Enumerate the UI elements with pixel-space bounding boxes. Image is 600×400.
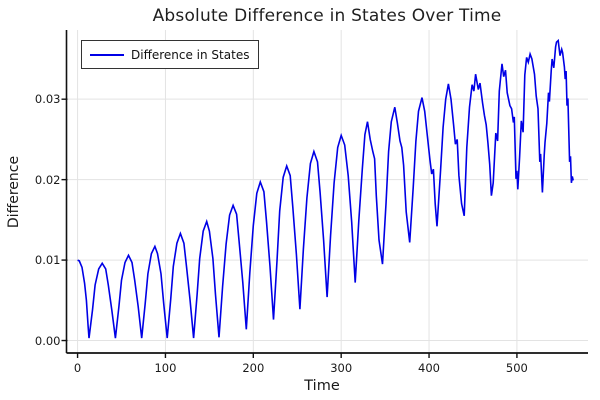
difference-line bbox=[77, 38, 574, 339]
x-tick-label: 300 bbox=[330, 361, 353, 375]
x-tick-label: 400 bbox=[418, 361, 440, 375]
legend: Difference in States bbox=[81, 40, 260, 69]
y-axis-label: Difference bbox=[6, 155, 22, 229]
y-tick-label: 0.02 bbox=[34, 172, 61, 187]
x-tick-label: 500 bbox=[505, 361, 528, 375]
x-tick-label: 200 bbox=[242, 361, 265, 375]
y-tick-label: 0.00 bbox=[34, 333, 61, 348]
legend-label: Difference in States bbox=[131, 47, 250, 62]
x-axis-label: Time bbox=[304, 378, 340, 394]
chart-title: Absolute Difference in States Over Time bbox=[152, 6, 502, 26]
x-tick-label: 100 bbox=[154, 361, 177, 375]
y-tick-label: 0.03 bbox=[34, 92, 61, 107]
y-tick-label: 0.01 bbox=[34, 253, 61, 268]
legend-line-swatch bbox=[90, 53, 124, 56]
x-tick-label: 0 bbox=[73, 361, 82, 375]
